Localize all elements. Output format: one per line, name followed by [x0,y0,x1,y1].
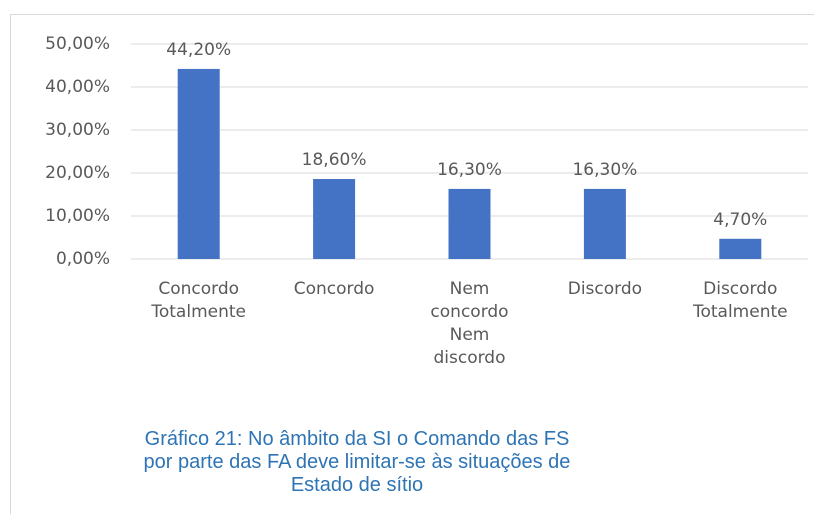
y-tick-label: 10,00% [45,206,110,226]
y-tick-label: 30,00% [45,120,110,140]
y-tick-label: 50,00% [45,34,110,54]
bar [177,68,220,259]
bar [313,179,356,259]
data-label: 4,70% [713,210,767,230]
x-tick-label: Concordo [293,279,375,299]
x-tick-label: Discordo Totalmente [692,279,788,322]
chart-border [10,14,814,514]
y-tick-label: 40,00% [45,77,110,97]
bar [583,188,626,259]
x-tick-label: Discordo [567,279,643,299]
bar [719,238,762,259]
chart-title: Gráfico 21: No âmbito da SI o Comando da… [143,428,571,496]
x-tick-label: Concordo Totalmente [151,279,246,322]
bar [448,188,491,259]
data-label: 18,60% [302,150,367,170]
data-label: 44,20% [166,40,231,60]
data-label: 16,30% [437,160,502,180]
data-label: 16,30% [572,160,637,180]
y-tick-label: 0,00% [56,249,110,269]
y-tick-label: 20,00% [45,163,110,183]
x-tick-label: Nem concordo Nem discordo [430,279,509,368]
